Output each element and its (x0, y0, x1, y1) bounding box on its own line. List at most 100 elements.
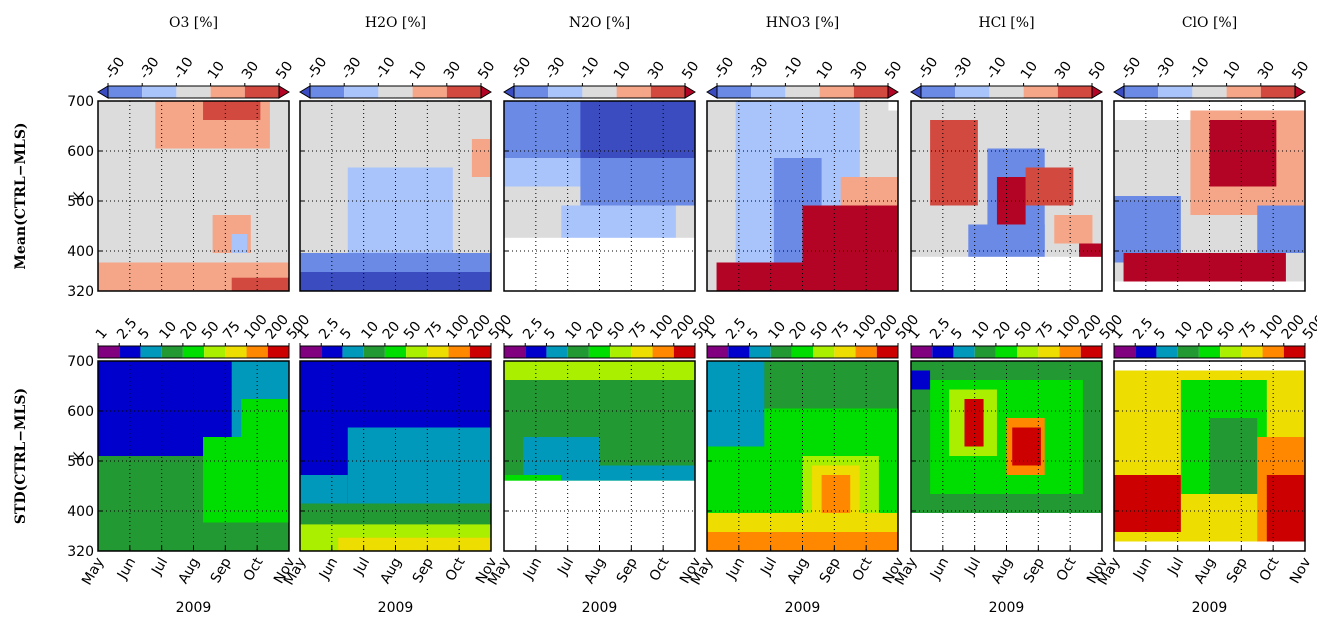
colorbar-segment (448, 346, 470, 358)
colorbar-extension (1113, 85, 1125, 99)
x-tick-label: Jul (757, 555, 780, 579)
colorbar-tick-label: -10 (1187, 54, 1213, 82)
plot-frame (299, 100, 492, 292)
colorbar-segment (749, 346, 771, 358)
colorbar-segment (673, 346, 695, 358)
x-tick-label: Sep (1021, 555, 1048, 586)
colorbar-extension (278, 85, 290, 99)
colorbar-extension (1091, 85, 1103, 99)
colorbar-tick-label: 20 (584, 319, 608, 343)
field-region (1257, 205, 1305, 253)
colorbar-segment (989, 86, 1024, 98)
colorbar-segment (1135, 346, 1157, 358)
y-tick-label: 320 (67, 544, 94, 560)
x-tick-label: Jul (148, 555, 171, 579)
colorbar-segment (363, 346, 385, 358)
x-tick-label: Jun (520, 555, 545, 583)
field-region (1114, 196, 1181, 263)
colorbar-segment (384, 346, 407, 358)
colorbar-segment (1241, 346, 1263, 358)
colorbar-segment (1262, 346, 1284, 358)
colorbar-segment (140, 346, 162, 358)
colorbar-tick-label: 50 (273, 59, 296, 83)
colorbar-tick-label: 2.5 (114, 315, 141, 342)
colorbar-segment (855, 346, 877, 358)
colorbar-tick-label: 5 (337, 325, 355, 342)
colorbar-tick-label: 50 (199, 319, 223, 343)
x-tick-label: Sep (614, 555, 641, 586)
colorbar-segment (567, 346, 589, 358)
colorbar-tick-label: 20 (1194, 319, 1218, 343)
colorbar-segment (1114, 346, 1136, 358)
field-region (504, 480, 695, 551)
panel-title: HNO3 [%] (766, 15, 840, 31)
colorbar-segment (1059, 346, 1081, 358)
colorbar-segment (344, 86, 379, 98)
colorbar-frame (920, 85, 1093, 99)
x-tick-label: Jul (961, 555, 984, 579)
x-tick-label: Aug (377, 555, 405, 587)
colorbar-tick-label: 20 (380, 319, 404, 343)
colorbar-tick-label: 2.5 (723, 315, 750, 342)
colorbar-segment (246, 346, 268, 358)
colorbar-segment (650, 86, 685, 98)
y-axis-label: K (72, 451, 88, 461)
colorbar-segment (546, 346, 568, 358)
field-region (504, 361, 695, 380)
colorbar-segment (717, 86, 752, 98)
field-region (1054, 215, 1093, 244)
colorbar-segment (631, 346, 653, 358)
colorbar-segment (955, 86, 990, 98)
colorbar-extension (480, 85, 492, 99)
colorbar-tick-label: -50 (915, 54, 941, 82)
colorbar-tick-label: 30 (441, 59, 464, 83)
colorbar-segment (582, 86, 617, 98)
colorbar-segment (791, 346, 814, 358)
field-region (580, 158, 695, 206)
colorbar-tick-label: 30 (239, 59, 262, 83)
colorbar-tick-label: -50 (711, 54, 737, 82)
colorbar-segment (995, 346, 1018, 358)
colorbar-tick-label: -30 (949, 54, 975, 82)
field-region (561, 465, 695, 481)
colorbar-tick-label: 30 (1255, 59, 1278, 83)
field-region (231, 277, 289, 291)
colorbar-tick-label: 30 (848, 59, 871, 83)
x-axis-label: 2009 (989, 600, 1025, 616)
x-tick-label: Sep (208, 555, 235, 586)
colorbar-tick-label: -30 (338, 54, 364, 82)
x-tick-label: Aug (784, 555, 812, 587)
colorbar-frame (107, 85, 280, 99)
panel-title: N2O [%] (569, 15, 630, 31)
colorbar-segment (610, 346, 632, 358)
field-region (1209, 120, 1277, 187)
field-region (561, 205, 676, 244)
colorbar-tick-label: 30 (645, 59, 668, 83)
colorbar-segment (1017, 346, 1039, 358)
colorbar-segment (469, 346, 491, 358)
colorbar-extension (706, 85, 718, 99)
y-tick-label: 400 (67, 244, 94, 260)
colorbar-segment (119, 346, 141, 358)
colorbar-tick-label: 2.5 (927, 315, 954, 342)
colorbar-extension (299, 85, 311, 99)
colorbar-tick-label: 50 (882, 59, 905, 83)
colorbar-segment (1023, 86, 1058, 98)
panel-title: O3 [%] (169, 15, 218, 31)
colorbar-segment (1260, 86, 1295, 98)
plot-frame (503, 100, 696, 292)
panel-title: ClO [%] (1182, 15, 1237, 31)
colorbar-tick-label: 10 (611, 59, 634, 83)
field-region (1025, 167, 1074, 206)
colorbar-extension (887, 85, 899, 99)
colorbar-tick-label: 20 (787, 319, 811, 343)
x-tick-label: Sep (1224, 555, 1251, 586)
colorbar-segment (588, 346, 611, 358)
colorbar-segment (1038, 346, 1060, 358)
y-tick-label: 400 (67, 504, 94, 520)
colorbar-tick-label: 10 (358, 319, 382, 343)
colorbar-tick-label: 50 (475, 59, 498, 83)
colorbar-segment (514, 86, 549, 98)
x-tick-label: Jul (554, 555, 577, 579)
colorbar-segment (406, 346, 428, 358)
